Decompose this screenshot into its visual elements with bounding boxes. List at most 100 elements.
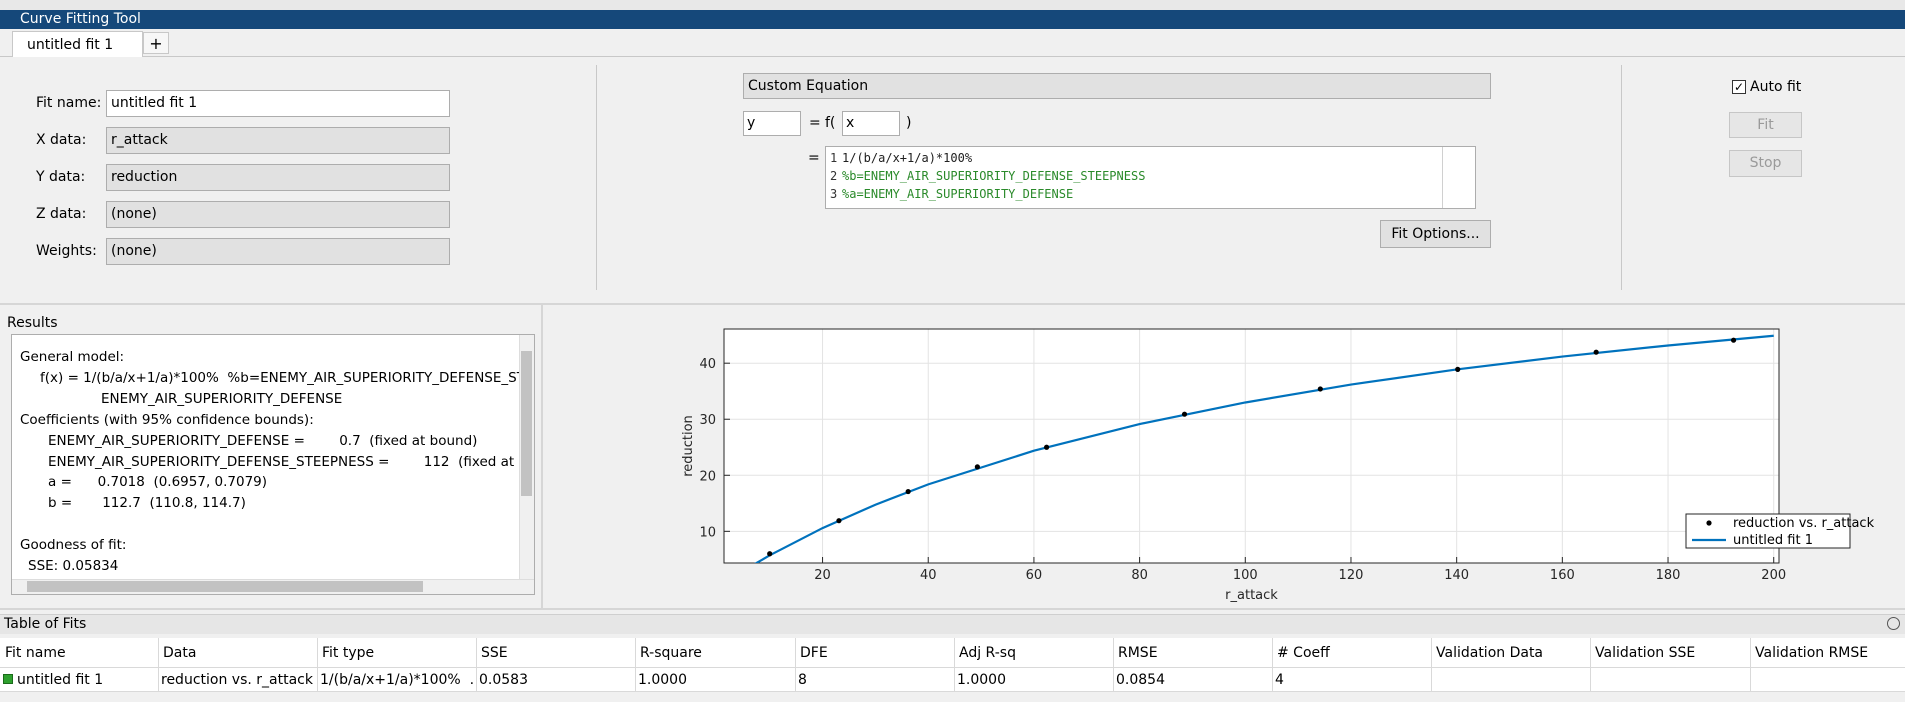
column-header[interactable]: SSE <box>481 645 508 661</box>
column-divider <box>635 638 636 692</box>
column-header[interactable]: Fit type <box>322 645 375 661</box>
dropdown-arrow <box>433 128 443 153</box>
dropdown[interactable]: reduction <box>106 164 450 191</box>
panel-separator <box>0 303 1905 305</box>
x-tick-label: 60 <box>1026 568 1043 583</box>
table-cell: 8 <box>798 672 807 688</box>
x-tick-label: 200 <box>1761 568 1786 583</box>
fit-line <box>754 334 1774 563</box>
x-tick-label: 160 <box>1550 568 1575 583</box>
dropdown[interactable]: r_attack <box>106 127 450 154</box>
dropdown[interactable]: (none) <box>106 201 450 228</box>
dropdown-arrow <box>433 165 443 190</box>
table-cell: reduction vs. r_attack <box>161 672 313 688</box>
column-header[interactable]: Validation Data <box>1436 645 1544 661</box>
x-tick-label: 40 <box>920 568 937 583</box>
x-tick-label: 120 <box>1339 568 1364 583</box>
field-label: Weights: <box>36 243 97 259</box>
equation-editor[interactable]: 1 1/(b/a/x+1/a)*100% 2 %b=ENEMY_AIR_SUPERIO… <box>825 146 1476 209</box>
x-tick-label: 80 <box>1131 568 1148 583</box>
dropdown[interactable]: (none) <box>106 238 450 265</box>
field-label: X data: <box>36 132 87 148</box>
tab-add[interactable]: + <box>143 32 169 54</box>
fit-color-swatch <box>3 674 13 684</box>
plot-marks <box>754 334 1774 563</box>
table-separator <box>0 608 1905 610</box>
line-number: 3 <box>830 187 838 201</box>
fit-button[interactable]: Fit <box>1729 112 1802 138</box>
window-title: Curve Fitting Tool <box>20 11 141 27</box>
column-header[interactable]: Validation SSE <box>1595 645 1696 661</box>
column-divider <box>1272 638 1273 692</box>
function-open: f( <box>825 115 836 131</box>
equation-line: 1/(b/a/x+1/a)*100% <box>842 151 973 165</box>
results-divider <box>541 305 543 608</box>
table-cell: 1/(b/a/x+1/a)*100% ... <box>320 672 473 688</box>
dropdown-arrow <box>433 239 443 264</box>
column-divider <box>158 638 159 692</box>
column-divider <box>795 638 796 692</box>
line-number: 1 <box>830 151 838 165</box>
stop-button[interactable]: Stop <box>1729 150 1802 177</box>
table-cell[interactable]: untitled fit 1 <box>17 672 104 688</box>
legend-label: untitled fit 1 <box>1733 533 1813 548</box>
dropdown-arrow <box>433 202 443 227</box>
table-collapse[interactable] <box>1887 617 1900 630</box>
results-line: ENEMY_AIR_SUPERIORITY_DEFENSE = 0.7 (fix… <box>48 432 478 449</box>
table-cell: 0.0583 <box>479 672 528 688</box>
column-divider <box>1113 638 1114 692</box>
table-cell: 1.0000 <box>638 672 687 688</box>
data-point <box>974 464 980 470</box>
x-tick-label: 20 <box>814 568 831 583</box>
column-header[interactable]: RMSE <box>1118 645 1158 661</box>
independent-input[interactable]: x <box>842 111 900 136</box>
column-header[interactable]: Adj R-sq <box>959 645 1016 661</box>
field-label: Z data: <box>36 206 87 222</box>
column-header[interactable]: Validation RMSE <box>1755 645 1869 661</box>
data-point <box>767 551 773 557</box>
results-vthumb <box>521 351 532 496</box>
legend-box <box>1685 513 1851 549</box>
y-tick-label: 20 <box>699 469 716 484</box>
column-divider <box>317 638 318 692</box>
x-tick-label: 100 <box>1233 568 1258 583</box>
table-title-bar <box>0 614 1905 634</box>
data-point <box>1455 366 1461 372</box>
column-header[interactable]: Data <box>163 645 197 661</box>
results-line: b = 112.7 (110.8, 114.7) <box>48 495 246 512</box>
column-divider <box>1590 638 1591 692</box>
fit-options-button[interactable]: Fit Options... <box>1380 220 1491 248</box>
data-point <box>836 518 842 524</box>
plot-area <box>724 329 1779 563</box>
plot-frame <box>723 328 1780 564</box>
column-header[interactable]: Fit name <box>5 645 66 661</box>
column-header[interactable]: # Coeff <box>1277 645 1330 661</box>
text-input[interactable]: untitled fit 1 <box>106 90 450 117</box>
function-close: ) <box>906 115 912 131</box>
title-bar <box>0 10 1905 29</box>
column-header[interactable]: DFE <box>800 645 828 661</box>
column-header[interactable]: R-square <box>640 645 702 661</box>
table-cell: 0.0854 <box>1116 672 1165 688</box>
editor-divider <box>1442 147 1443 208</box>
table-cell: 4 <box>1275 672 1284 688</box>
tab-close <box>121 31 135 57</box>
data-point <box>1317 386 1323 392</box>
equation-line: %a=ENEMY_AIR_SUPERIORITY_DEFENSE <box>842 187 1074 201</box>
results-line: SSE: 0.05834 <box>28 558 119 574</box>
data-point <box>905 488 911 495</box>
tab-row <box>0 29 1905 57</box>
column-divider <box>954 638 955 692</box>
dependent-input[interactable]: y <box>743 111 801 136</box>
fit-type-dropdown[interactable]: Custom Equation <box>743 73 1491 99</box>
results-line: a = 0.7018 (0.6957, 0.7079) <box>48 474 268 491</box>
column-divider <box>1750 638 1751 692</box>
equation-line: %b=ENEMY_AIR_SUPERIORITY_DEFENSE_STEEPNE… <box>842 169 1146 183</box>
panel-divider <box>1621 65 1622 290</box>
tab[interactable]: untitled fit 1 <box>12 31 143 57</box>
data-point <box>1044 444 1050 450</box>
x-tick-label: 140 <box>1444 568 1469 583</box>
auto-fit-checkbox[interactable]: ✓ <box>1732 80 1746 94</box>
field-label: Y data: <box>36 169 86 185</box>
